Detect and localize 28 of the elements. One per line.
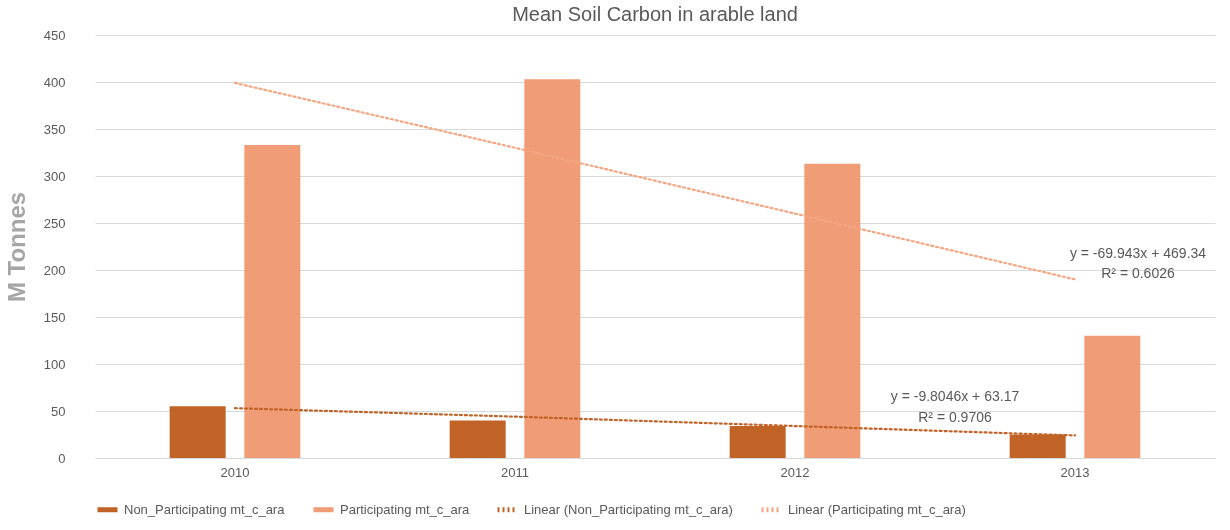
y-tick-label: 200 [43,262,66,278]
legend-label: Non_Participating mt_c_ara [124,501,286,517]
y-tick-label: 350 [43,121,66,137]
x-tick-label: 2013 [1060,464,1090,480]
y-tick-label: 100 [43,356,66,372]
y-tick-label: 400 [43,74,66,90]
y-axis-title: M Tonnes [2,191,30,303]
x-tick-label: 2010 [220,464,250,480]
annotation: y = -69.943x + 469.34 [1069,245,1207,262]
legend-label: Participating mt_c_ara [340,501,471,517]
x-tick-label: 2011 [501,464,529,480]
y-tick-label: 450 [43,27,66,43]
y-tick-label: 50 [51,403,66,419]
y-tick-label: 300 [43,168,66,184]
annotation: R² = 0.9706 [918,409,992,426]
y-tick-label: 0 [58,450,66,466]
x-tick-label: 2012 [780,464,810,480]
annotation: R² = 0.6026 [1101,265,1175,282]
bar [1084,335,1141,458]
legend-label: Linear (Non_Participating mt_c_ara) [524,501,733,517]
bar [169,406,226,458]
bar [449,420,506,458]
y-tick-label: 250 [43,215,66,231]
bar [244,144,301,458]
legend-label: Linear (Participating mt_c_ara) [788,501,966,517]
chart-title: Mean Soil Carbon in arable land [512,3,798,25]
annotation: y = -9.8046x + 63.17 [890,388,1020,405]
y-tick-label: 150 [43,309,66,325]
